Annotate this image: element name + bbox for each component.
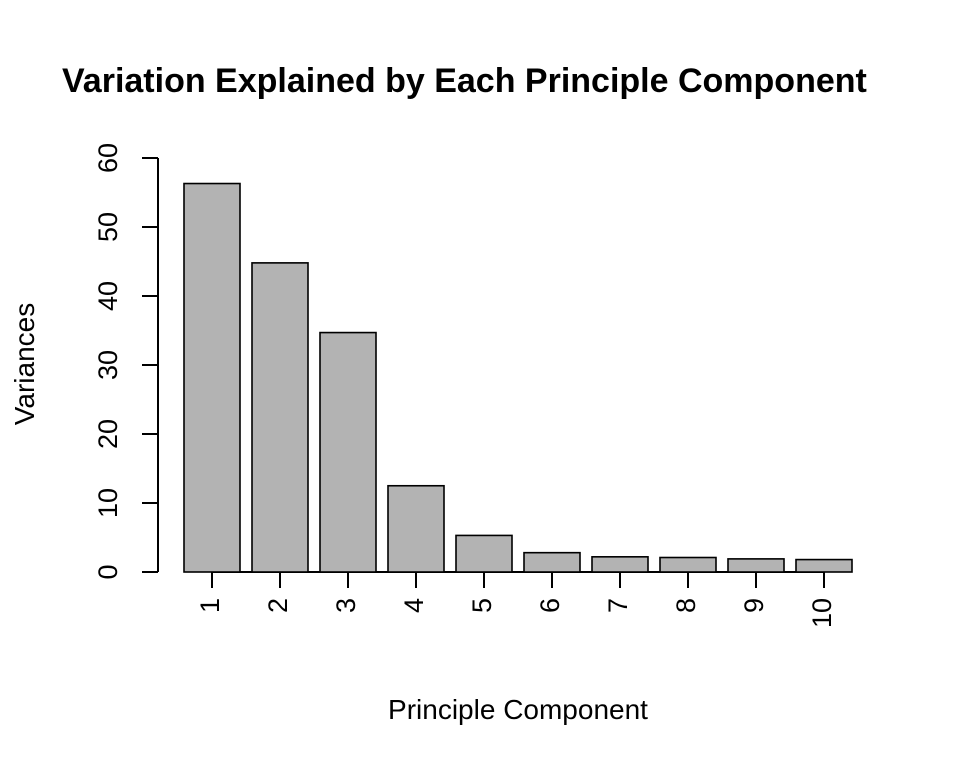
chart-title: Variation Explained by Each Principle Co… [62,62,867,100]
bar-10 [795,558,853,573]
bar-3 [319,331,377,573]
x-tick-label: 7 [603,598,633,613]
bar-7 [591,556,649,573]
x-tick-label: 2 [263,598,293,613]
y-tick-label: 60 [93,143,123,173]
y-tick-label: 20 [93,419,123,449]
y-tick-label: 0 [93,564,123,579]
bar-2 [251,262,309,573]
x-tick-label: 9 [739,598,769,613]
bar-4 [387,484,445,573]
bar-8 [659,556,717,573]
x-tick-label: 4 [399,598,429,613]
x-tick-label: 8 [671,598,701,613]
bar-9 [727,558,785,573]
bar-1 [183,182,241,573]
y-tick-label: 40 [93,281,123,311]
y-axis-label: Variances [9,303,40,425]
x-tick-label: 3 [331,598,361,613]
x-tick-label: 1 [195,598,225,613]
x-axis-label: Principle Component [388,694,648,725]
x-axis: 1 2 3 4 5 6 7 8 9 10 [195,571,837,628]
y-tick-label: 50 [93,212,123,242]
y-tick-label: 10 [93,488,123,518]
bars [183,182,853,573]
bar-6 [523,551,581,573]
bar-5 [455,534,513,573]
y-axis: 0 10 20 30 40 50 60 [93,143,159,580]
x-tick-label: 6 [535,598,565,613]
x-tick-label: 10 [807,598,837,628]
x-tick-label: 5 [467,598,497,613]
y-tick-label: 30 [93,350,123,380]
